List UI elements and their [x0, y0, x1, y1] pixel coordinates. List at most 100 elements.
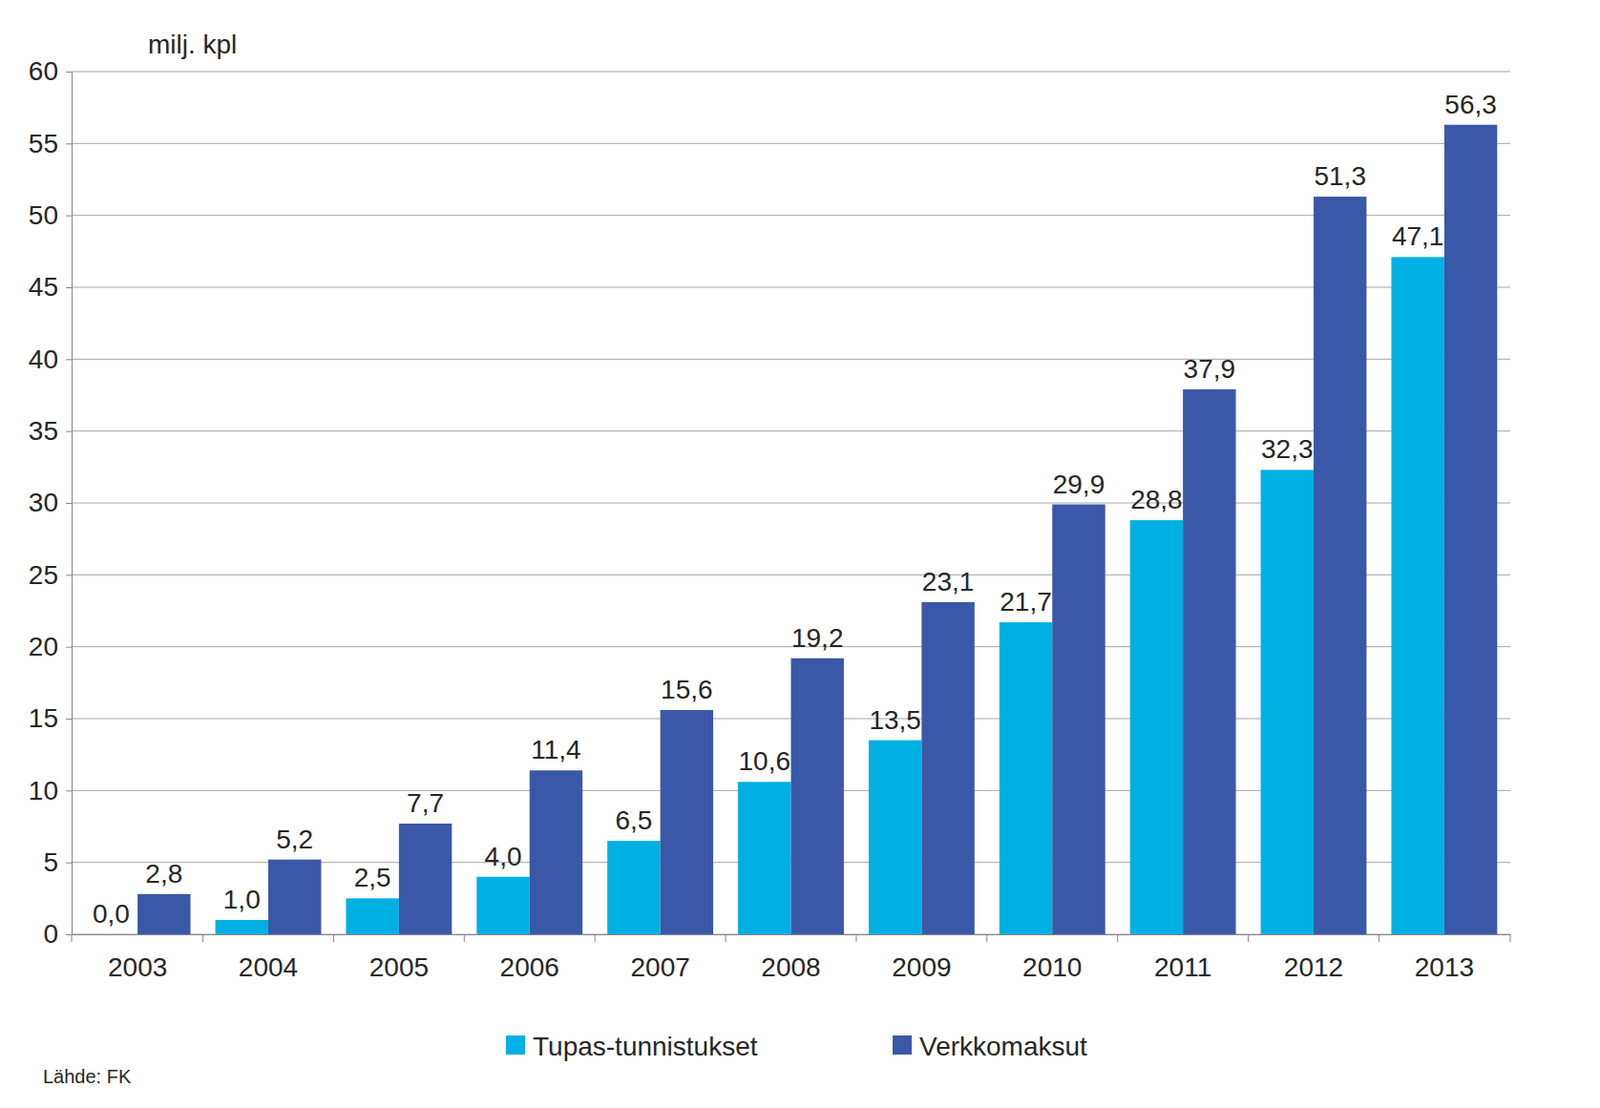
- y-tick: 0: [42, 919, 72, 949]
- x-boundaries: [71, 934, 1511, 943]
- data-label: 6,5: [614, 805, 653, 836]
- x-boundary-tick: [986, 934, 988, 943]
- x-axis-line: [72, 934, 1512, 936]
- y-tick: 10: [28, 776, 72, 806]
- x-tick: 2013: [1414, 934, 1474, 983]
- bar: [1052, 505, 1105, 935]
- x-tick-label: 2009: [891, 952, 951, 983]
- y-axis-label: milj. kpl: [147, 29, 237, 60]
- y-tick-label: 50: [28, 200, 59, 231]
- data-label: 2,5: [354, 863, 392, 893]
- x-boundary-tick: [202, 934, 204, 943]
- y-tick-mark: [65, 215, 72, 217]
- y-tick-label: 60: [28, 56, 59, 86]
- x-tick-label: 2007: [630, 952, 690, 983]
- bar: [868, 740, 922, 935]
- bars: [137, 125, 1497, 935]
- y-tick: 60: [28, 56, 72, 86]
- data-label: 29,9: [1052, 469, 1106, 500]
- x-tick-label: 2008: [760, 952, 821, 983]
- x-tick: 2007: [630, 934, 690, 983]
- bar: [660, 710, 714, 935]
- data-label: 32,3: [1261, 434, 1314, 464]
- legend: Tupas-tunnistuksetVerkkomaksut: [505, 1031, 1088, 1062]
- data-label: 1,0: [223, 884, 261, 915]
- x-tick: 2003: [107, 934, 168, 983]
- data-label: 2,8: [145, 859, 183, 889]
- x-tick-label: 2011: [1154, 952, 1212, 983]
- bar: [137, 894, 190, 935]
- grid-line: [71, 143, 1511, 145]
- data-label: 0,0: [92, 899, 130, 929]
- grid-line: [71, 430, 1511, 432]
- bar: [921, 602, 974, 935]
- y-tick-mark: [65, 143, 72, 145]
- data-label: 10,6: [738, 746, 792, 777]
- x-boundary-tick: [855, 934, 857, 943]
- y-tick-label: 35: [28, 416, 59, 446]
- x-tick-label: 2003: [107, 952, 168, 983]
- y-tick-mark: [65, 934, 72, 936]
- y-tick-label: 10: [28, 776, 59, 806]
- bar: [1390, 256, 1444, 935]
- y-tick-label: 20: [28, 631, 59, 662]
- y-tick: 50: [28, 200, 72, 231]
- data-label: 7,7: [406, 788, 444, 819]
- source: Lähde: FK: [42, 1066, 132, 1088]
- y-tick-mark: [65, 358, 72, 360]
- bar: [529, 770, 583, 935]
- data-label: 21,7: [999, 587, 1053, 617]
- x-boundary-tick: [463, 934, 465, 943]
- x-boundary-tick: [594, 934, 596, 943]
- x-tick: 2009: [891, 934, 951, 983]
- bar: [1182, 389, 1236, 935]
- y-tick-label: 0: [42, 919, 59, 949]
- legend-label: Verkkomaksut: [919, 1031, 1088, 1062]
- grid-line: [71, 214, 1511, 216]
- data-label: 28,8: [1130, 484, 1183, 515]
- y-tick-mark: [65, 431, 72, 433]
- y-tick-mark: [65, 287, 72, 289]
- bar: [268, 860, 321, 935]
- data-label: 37,9: [1183, 354, 1237, 384]
- chart: 0,01,02,54,06,510,613,521,728,832,347,12…: [0, 0, 1600, 1108]
- bar: [345, 898, 399, 935]
- x-boundary-tick: [71, 934, 73, 943]
- data-label: 19,2: [791, 623, 844, 653]
- y-tick-label: 30: [28, 487, 59, 518]
- y-tick: 45: [28, 272, 72, 302]
- y-tick-label: 25: [28, 560, 59, 590]
- x-tick-label: 2012: [1284, 952, 1344, 983]
- grid-line: [71, 71, 1511, 73]
- x-boundary-tick: [1378, 934, 1380, 943]
- data-labels: 0,01,02,54,06,510,613,521,728,832,347,12…: [92, 89, 1497, 929]
- y-tick-mark: [65, 503, 72, 505]
- bar-series: [137, 125, 1497, 935]
- y-axis: 051015202530354045505560: [28, 56, 73, 949]
- x-tick: 2005: [369, 934, 429, 983]
- bar: [1130, 520, 1183, 935]
- y-tick: 35: [28, 416, 72, 446]
- plot: 0,01,02,54,06,510,613,521,728,832,347,12…: [28, 56, 1512, 982]
- bar: [84, 934, 138, 936]
- bar: [215, 920, 269, 935]
- bar-series: [215, 256, 1445, 935]
- data-label: 15,6: [660, 674, 714, 705]
- x-axis: 2003200420052006200720082009201020112012…: [71, 934, 1512, 983]
- x-tick: 2011: [1154, 934, 1212, 983]
- y-tick: 20: [28, 631, 72, 662]
- y-tick-label: 5: [42, 847, 59, 878]
- y-tick-mark: [65, 71, 72, 73]
- legend-swatch: [505, 1035, 526, 1055]
- y-tick-label: 15: [28, 703, 59, 734]
- y-axis-line: [71, 72, 73, 936]
- y-tick: 40: [28, 344, 72, 375]
- bar: [399, 823, 452, 935]
- data-label: 4,0: [484, 842, 523, 872]
- data-label: 47,1: [1391, 221, 1445, 252]
- bar: [607, 841, 660, 935]
- y-tick-mark: [65, 790, 72, 792]
- x-boundary-tick: [1116, 934, 1118, 943]
- grid-line: [71, 287, 1511, 289]
- x-boundary-tick: [333, 934, 335, 943]
